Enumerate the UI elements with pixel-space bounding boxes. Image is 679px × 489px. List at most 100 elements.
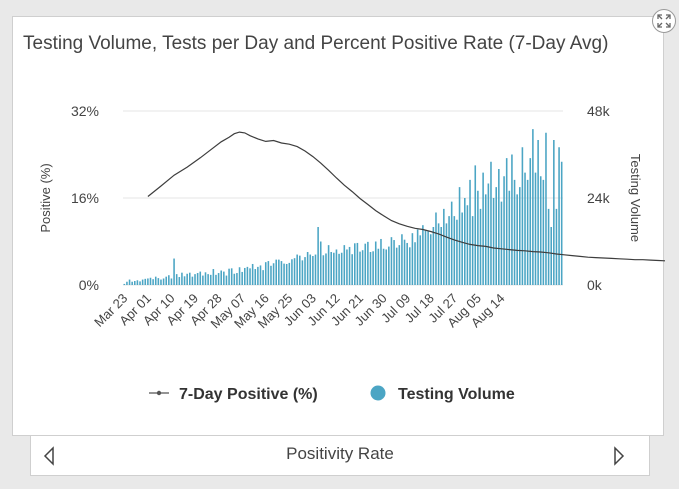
previous-button[interactable] (39, 442, 59, 470)
expand-button[interactable] (652, 9, 676, 33)
chart-svg: 0% 16% 32% 0k 24k 48k Positive (%) Testing Volu… (38, 103, 665, 403)
volume-bar (194, 274, 196, 285)
volume-bar (246, 266, 249, 285)
footer-label: Positivity Rate (286, 444, 394, 463)
volume-bar (479, 208, 482, 285)
volume-bar (157, 278, 160, 285)
volume-bar (136, 280, 139, 285)
legend-bar-swatch (370, 385, 386, 401)
volume-bar (212, 269, 215, 285)
volume-bar (178, 277, 181, 285)
gridlines (123, 110, 563, 286)
volume-bar (343, 245, 346, 285)
volume-bar (456, 219, 458, 285)
volume-bar (189, 272, 191, 285)
volume-bar (388, 246, 390, 285)
volume-bar (270, 265, 272, 285)
next-button[interactable] (609, 442, 629, 470)
volume-bar (147, 278, 149, 285)
volume-bar (503, 176, 505, 285)
volume-bar (241, 271, 243, 285)
y-axis-label: Positive (%) (38, 163, 53, 232)
volume-bar (516, 194, 518, 285)
volume-bar (346, 249, 348, 285)
volume-bar (437, 223, 440, 285)
volume-bar (170, 278, 173, 285)
volume-bar (490, 161, 492, 285)
volume-bar (416, 229, 419, 285)
volume-bar (414, 242, 416, 285)
volume-bar (139, 281, 141, 285)
volume-bar (335, 249, 338, 285)
volume-bar (309, 254, 312, 285)
volume-bar (403, 239, 406, 285)
volume-bar (314, 254, 317, 285)
volume-bar (427, 231, 429, 285)
volume-bar (377, 248, 380, 285)
volume-bar (144, 278, 147, 285)
volume-bar (448, 216, 450, 285)
legend-label: 7-Day Positive (%) (179, 386, 318, 403)
volume-bar (325, 253, 327, 285)
volume-bar (406, 242, 408, 285)
volume-bar (369, 252, 372, 285)
legend-line-marker (156, 390, 162, 396)
volume-bar (440, 227, 442, 285)
volume-bar (202, 275, 204, 285)
volume-bar (545, 132, 547, 285)
volume-bar (160, 279, 162, 285)
positive-rate-line (147, 131, 665, 262)
volume-bar (482, 172, 484, 285)
volume-bar (395, 247, 398, 285)
volume-bar (128, 279, 131, 285)
chevron-left-icon (43, 446, 54, 466)
y-tick-label: 0% (79, 277, 99, 293)
volume-bar (354, 243, 356, 285)
volume-bar (351, 254, 353, 285)
chevron-right-icon (614, 446, 625, 466)
volume-bar (419, 235, 422, 285)
volume-bar (537, 140, 539, 285)
volume-bar (555, 208, 558, 285)
volume-bar (149, 277, 152, 285)
volume-bar (464, 198, 466, 285)
volume-bar (291, 259, 293, 285)
volume-bar (380, 238, 382, 285)
volume-bar (317, 227, 319, 285)
volume-bar (199, 271, 202, 285)
volume-bar (230, 268, 233, 285)
volume-bar (458, 187, 461, 285)
volume-bar (209, 274, 212, 285)
volume-bar (511, 154, 513, 285)
volume-bar (450, 201, 453, 285)
volume-bar (134, 281, 136, 285)
volume-bar (162, 278, 165, 285)
volume-bar (443, 208, 445, 285)
volume-bar (285, 263, 288, 285)
volume-bar (484, 194, 487, 285)
volume-bar (322, 255, 325, 285)
volume-bar (319, 241, 322, 285)
volume-bar (432, 227, 435, 285)
y2-tick-label: 0k (587, 277, 603, 293)
volume-bar (398, 245, 401, 285)
volume-bar (196, 273, 199, 285)
volume-bar (181, 272, 183, 285)
volume-bar (401, 234, 403, 285)
volume-bar (435, 212, 437, 285)
volume-bar (521, 147, 524, 285)
volume-bar (301, 260, 304, 285)
volume-bar (267, 261, 270, 285)
volume-bar (264, 262, 267, 285)
testing-volume-bars (123, 129, 563, 285)
volume-bar (382, 248, 385, 285)
volume-bar (296, 254, 298, 285)
volume-bar (293, 258, 296, 285)
y2-axis-label: Testing Volume (628, 154, 643, 242)
volume-bar (461, 212, 463, 285)
volume-bar (526, 179, 529, 285)
footer-nav: Positivity Rate (30, 436, 650, 476)
volume-bar (422, 225, 424, 285)
volume-bar (228, 268, 230, 285)
volume-bar (500, 201, 503, 285)
